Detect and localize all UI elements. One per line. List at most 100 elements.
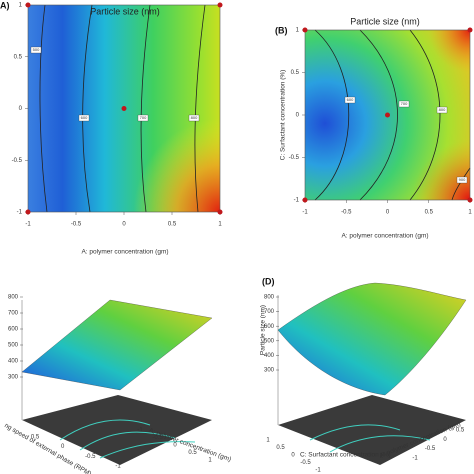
x-axis-label: A: polymer concentration (gm) [341, 233, 428, 240]
y-tick-label: 0.5 [291, 70, 300, 76]
y-tick-label: -0.5 [300, 460, 311, 466]
y-tick-label: 0 [296, 113, 300, 119]
design-point [467, 27, 473, 33]
z-tick-label: 300 [8, 375, 19, 381]
y-tick-label: -1 [17, 210, 23, 216]
x-tick-label: 0 [173, 443, 177, 449]
contour-label-box [398, 100, 410, 108]
z-tick-label: 600 [264, 324, 275, 330]
floor [22, 395, 212, 465]
y-axis-label: C: Surfactant concentration (%) [280, 70, 287, 161]
panel-label: (B) [275, 25, 288, 35]
y-tick-label: 0 [291, 453, 295, 459]
design-point [25, 2, 31, 8]
y-tick-label: 0 [19, 106, 23, 112]
floor-contour [59, 419, 196, 459]
panel-label: (D) [262, 276, 275, 286]
z-tick-label: 400 [8, 359, 19, 365]
z-tick-label: 300 [264, 368, 275, 374]
contour-line [82, 4, 93, 213]
y-tick-label: 0.5 [14, 54, 23, 60]
contour-label: 700 [401, 101, 408, 106]
x-tick-label: 0 [122, 222, 126, 228]
x-tick-label: 0.5 [188, 450, 197, 456]
x-tick-label: -1 [137, 428, 143, 434]
y-tick-label: 1 [266, 438, 270, 444]
contour-label-box [78, 114, 90, 122]
z-tick-label: 600 [8, 327, 19, 333]
contour-line [359, 29, 398, 201]
contour-line [409, 29, 441, 201]
y-tick-label: 0 [61, 444, 65, 450]
floor-contour [309, 424, 431, 453]
contour-label: 700 [140, 115, 147, 120]
z-tick-label: 800 [264, 295, 275, 301]
x-tick-label: 0.5 [425, 210, 434, 216]
contour-line [194, 4, 206, 213]
y-tick-label: 1 [296, 28, 300, 34]
x-tick-label: -0.5 [341, 210, 352, 216]
x-tick-label: -0.5 [71, 222, 82, 228]
design-point [302, 27, 308, 33]
z-tick-label: 800 [8, 295, 19, 301]
design-point [302, 197, 308, 203]
contour-label: 600 [347, 97, 354, 102]
x-tick-label: 0.5 [168, 222, 177, 228]
z-tick-label: 400 [264, 353, 275, 359]
design-point [217, 209, 223, 215]
contour-line [39, 4, 48, 213]
surface [21, 299, 213, 391]
chart-title: Particle size (nm) [90, 6, 160, 16]
contour-label-box [137, 114, 149, 122]
y-tick-label: 0.5 [276, 445, 285, 451]
x-tick-label: 0.5 [456, 428, 465, 434]
z-tick-label: 700 [264, 309, 275, 315]
x-tick-label: -1 [412, 456, 418, 462]
chart-title: Particle size (nm) [350, 16, 420, 26]
x-tick-label: 1 [208, 458, 212, 464]
contour-label-box [456, 176, 468, 184]
design-point [385, 112, 390, 118]
z-tick-label: 700 [8, 311, 19, 317]
floor [278, 395, 466, 465]
contour-label: 900 [459, 177, 466, 182]
contour-label-box [188, 114, 200, 122]
contour-line [314, 29, 349, 201]
contour-line [140, 4, 151, 213]
surface [277, 282, 467, 396]
x-tick-label: 1 [468, 210, 472, 216]
y-tick-label: 1 [19, 3, 23, 9]
y-tick-label: -1 [294, 198, 300, 204]
contour-label: 500 [33, 47, 40, 52]
contour-label: 600 [81, 115, 88, 120]
z-axis-label: Particle size (nm) [260, 305, 267, 355]
x-tick-label: -1 [25, 222, 31, 228]
panel-label: A) [0, 0, 10, 10]
y-axis-label: C: Surfactant concentration (%) [300, 452, 391, 459]
x-axis-label: A: polymer concentration (gm) [81, 249, 168, 256]
y-tick-label: -0.5 [85, 454, 96, 460]
x-tick-label: -0.5 [425, 446, 436, 452]
x-tick-label: 0 [386, 210, 390, 216]
contour-label-box [344, 96, 356, 104]
contour-label: 800 [439, 107, 446, 112]
contour-line [451, 167, 471, 201]
contour-label: 800 [191, 115, 198, 120]
y-tick-label: 0.5 [31, 435, 40, 441]
contour-label-box [30, 46, 42, 54]
design-point [121, 106, 127, 111]
y-tick-label: -1 [115, 464, 121, 470]
panel-c [21, 299, 213, 465]
y-tick-label: -0.5 [12, 158, 23, 164]
x-tick-label: -1 [302, 210, 308, 216]
z-tick-label: 500 [8, 343, 19, 349]
design-point [217, 2, 223, 8]
contour-label-box [436, 106, 448, 114]
panel-d [277, 282, 467, 465]
y-tick-label: -1 [315, 468, 321, 474]
x-tick-label: 0 [443, 437, 447, 443]
x-tick-label: -0.5 [152, 435, 163, 441]
design-point [25, 209, 31, 215]
z-tick-label: 500 [264, 338, 275, 344]
